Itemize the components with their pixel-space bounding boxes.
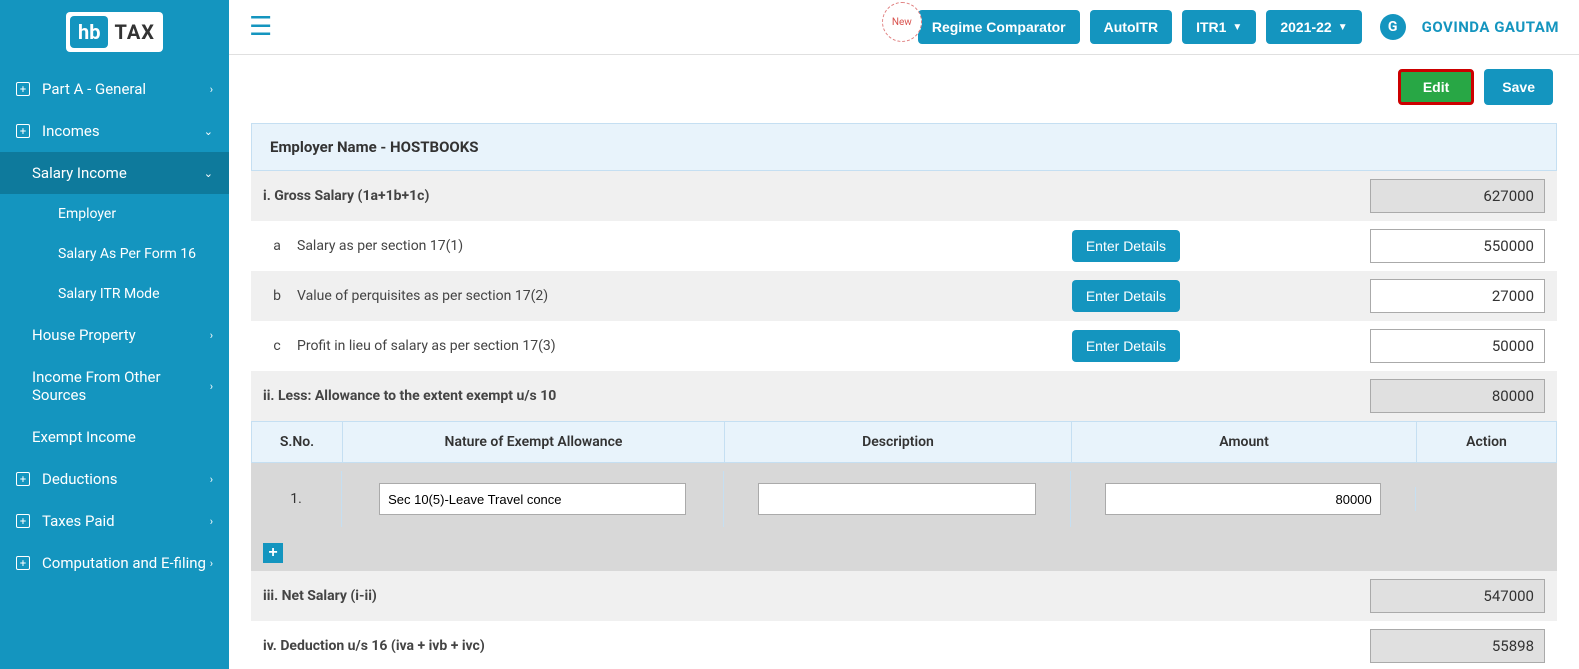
plus-icon: +: [16, 82, 30, 96]
logo[interactable]: hb TAX: [0, 0, 229, 68]
gross-salary-row: i. Gross Salary (1a+1b+1c) 627000: [251, 171, 1557, 221]
sidebar-item-incomes[interactable]: + Incomes ⌄: [0, 110, 229, 152]
regime-comparator-button[interactable]: Regime Comparator: [918, 10, 1080, 44]
th-amount: Amount: [1071, 422, 1416, 462]
plus-icon: +: [16, 472, 30, 486]
salary-17-1-amount[interactable]: 550000: [1370, 229, 1545, 263]
chevron-right-icon: ›: [210, 83, 213, 96]
sidebar-item-label: Incomes: [42, 122, 204, 140]
gross-salary-amount: 627000: [1370, 179, 1545, 213]
description-input[interactable]: [758, 483, 1035, 515]
year-select[interactable]: 2021-22 ▼: [1266, 10, 1361, 44]
sidebar-item-label: Deductions: [42, 470, 210, 488]
add-row-wrap: +: [251, 535, 1557, 571]
new-badge-wrap: New Regime Comparator: [918, 10, 1080, 44]
sidebar-item-employer[interactable]: Employer: [0, 194, 229, 234]
topbar: ☰ New Regime Comparator AutoITR ITR1 ▼ 2…: [229, 0, 1579, 55]
sidebar-item-other-sources[interactable]: Income From Other Sources ›: [0, 356, 229, 416]
enter-details-button[interactable]: Enter Details: [1072, 230, 1180, 262]
net-salary-amount: 547000: [1370, 579, 1545, 613]
auto-itr-button[interactable]: AutoITR: [1090, 10, 1172, 44]
save-button[interactable]: Save: [1484, 69, 1553, 105]
th-sno: S.No.: [252, 422, 342, 462]
new-badge: New: [882, 2, 922, 42]
td-action: [1415, 487, 1557, 511]
th-description: Description: [724, 422, 1071, 462]
allowance-table-row: 1.: [251, 463, 1557, 535]
user-name[interactable]: GOVINDA GAUTAM: [1422, 18, 1559, 36]
chevron-right-icon: ›: [210, 515, 213, 528]
logo-hb: hb: [70, 16, 108, 48]
chevron-down-icon: ▼: [1232, 22, 1242, 33]
chevron-down-icon: ⌄: [204, 167, 213, 180]
content: Employer Name - HOSTBOOKS i. Gross Salar…: [229, 105, 1579, 669]
amount-input[interactable]: [1105, 483, 1380, 515]
row-letter: a: [263, 238, 291, 254]
avatar[interactable]: G: [1380, 14, 1406, 40]
sidebar-item-label: Taxes Paid: [42, 512, 210, 530]
sidebar-item-label: House Property: [32, 326, 210, 344]
sidebar: hb TAX + Part A - General › + Incomes ⌄ …: [0, 0, 229, 669]
chevron-down-icon: ⌄: [204, 125, 213, 138]
allowance-table-header: S.No. Nature of Exempt Allowance Descrip…: [251, 421, 1557, 463]
th-action: Action: [1416, 422, 1556, 462]
chevron-right-icon: ›: [210, 380, 213, 393]
profit-17-3-label: Profit in lieu of salary as per section …: [297, 338, 1072, 354]
sidebar-item-label: Salary Income: [32, 164, 204, 182]
sidebar-item-label: Part A - General: [42, 80, 210, 98]
year-select-label: 2021-22: [1280, 19, 1331, 35]
allowance-exempt-row: ii. Less: Allowance to the extent exempt…: [251, 371, 1557, 421]
enter-details-button[interactable]: Enter Details: [1072, 330, 1180, 362]
profit-17-3-amount[interactable]: 50000: [1370, 329, 1545, 363]
row-letter: c: [263, 338, 291, 354]
net-salary-row: iii. Net Salary (i-ii) 547000: [251, 571, 1557, 621]
enter-details-button[interactable]: Enter Details: [1072, 280, 1180, 312]
sidebar-item-salary-income[interactable]: Salary Income ⌄: [0, 152, 229, 194]
sidebar-item-taxes-paid[interactable]: + Taxes Paid ›: [0, 500, 229, 542]
deduction-16-row: iv. Deduction u/s 16 (iva + ivb + ivc) 5…: [251, 621, 1557, 669]
plus-icon: +: [16, 556, 30, 570]
chevron-down-icon: ▼: [1338, 22, 1348, 33]
chevron-right-icon: ›: [210, 473, 213, 486]
sidebar-item-form16[interactable]: Salary As Per Form 16: [0, 234, 229, 274]
itr-select-label: ITR1: [1196, 19, 1226, 35]
hamburger-icon[interactable]: ☰: [249, 12, 272, 42]
sidebar-item-house-property[interactable]: House Property ›: [0, 314, 229, 356]
deduction-16-label: iv. Deduction u/s 16 (iva + ivb + ivc): [263, 638, 485, 654]
employer-name-header: Employer Name - HOSTBOOKS: [251, 123, 1557, 171]
td-sno: 1.: [251, 479, 341, 519]
plus-icon: +: [16, 514, 30, 528]
sidebar-item-part-a[interactable]: + Part A - General ›: [0, 68, 229, 110]
sidebar-item-label: Exempt Income: [32, 428, 213, 446]
sidebar-item-label: Computation and E-filing: [42, 554, 210, 572]
th-nature: Nature of Exempt Allowance: [342, 422, 724, 462]
sidebar-item-computation[interactable]: + Computation and E-filing ›: [0, 542, 229, 584]
allowance-exempt-label: ii. Less: Allowance to the extent exempt…: [263, 388, 556, 404]
sidebar-item-deductions[interactable]: + Deductions ›: [0, 458, 229, 500]
chevron-right-icon: ›: [210, 329, 213, 342]
allowance-exempt-amount: 80000: [1370, 379, 1545, 413]
row-letter: b: [263, 288, 291, 304]
chevron-right-icon: ›: [210, 557, 213, 570]
logo-tax: TAX: [114, 20, 154, 44]
perquisites-17-2-amount[interactable]: 27000: [1370, 279, 1545, 313]
profit-17-3-row: c Profit in lieu of salary as per sectio…: [251, 321, 1557, 371]
edit-button[interactable]: Edit: [1398, 69, 1474, 105]
plus-icon: +: [16, 124, 30, 138]
deduction-16-amount: 55898: [1370, 629, 1545, 663]
sidebar-item-label: Income From Other Sources: [32, 368, 210, 404]
action-row: Edit Save: [229, 55, 1579, 105]
net-salary-label: iii. Net Salary (i-ii): [263, 588, 377, 604]
salary-17-1-label: Salary as per section 17(1): [297, 238, 1072, 254]
sidebar-item-exempt-income[interactable]: Exempt Income: [0, 416, 229, 458]
sidebar-item-itr-mode[interactable]: Salary ITR Mode: [0, 274, 229, 314]
add-row-button[interactable]: +: [263, 543, 283, 563]
itr-select[interactable]: ITR1 ▼: [1182, 10, 1256, 44]
perquisites-17-2-label: Value of perquisites as per section 17(2…: [297, 288, 1072, 304]
nature-input[interactable]: [379, 483, 686, 515]
gross-salary-label: i. Gross Salary (1a+1b+1c): [263, 188, 429, 204]
perquisites-17-2-row: b Value of perquisites as per section 17…: [251, 271, 1557, 321]
salary-17-1-row: a Salary as per section 17(1) Enter Deta…: [251, 221, 1557, 271]
